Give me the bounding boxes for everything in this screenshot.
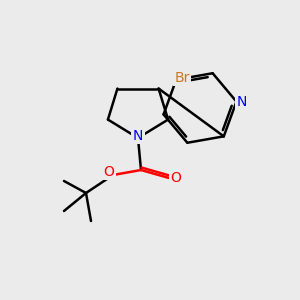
Text: O: O [103, 165, 114, 179]
Text: Br: Br [175, 71, 190, 85]
Text: N: N [133, 129, 143, 143]
Text: O: O [171, 171, 182, 185]
Text: N: N [236, 94, 247, 109]
